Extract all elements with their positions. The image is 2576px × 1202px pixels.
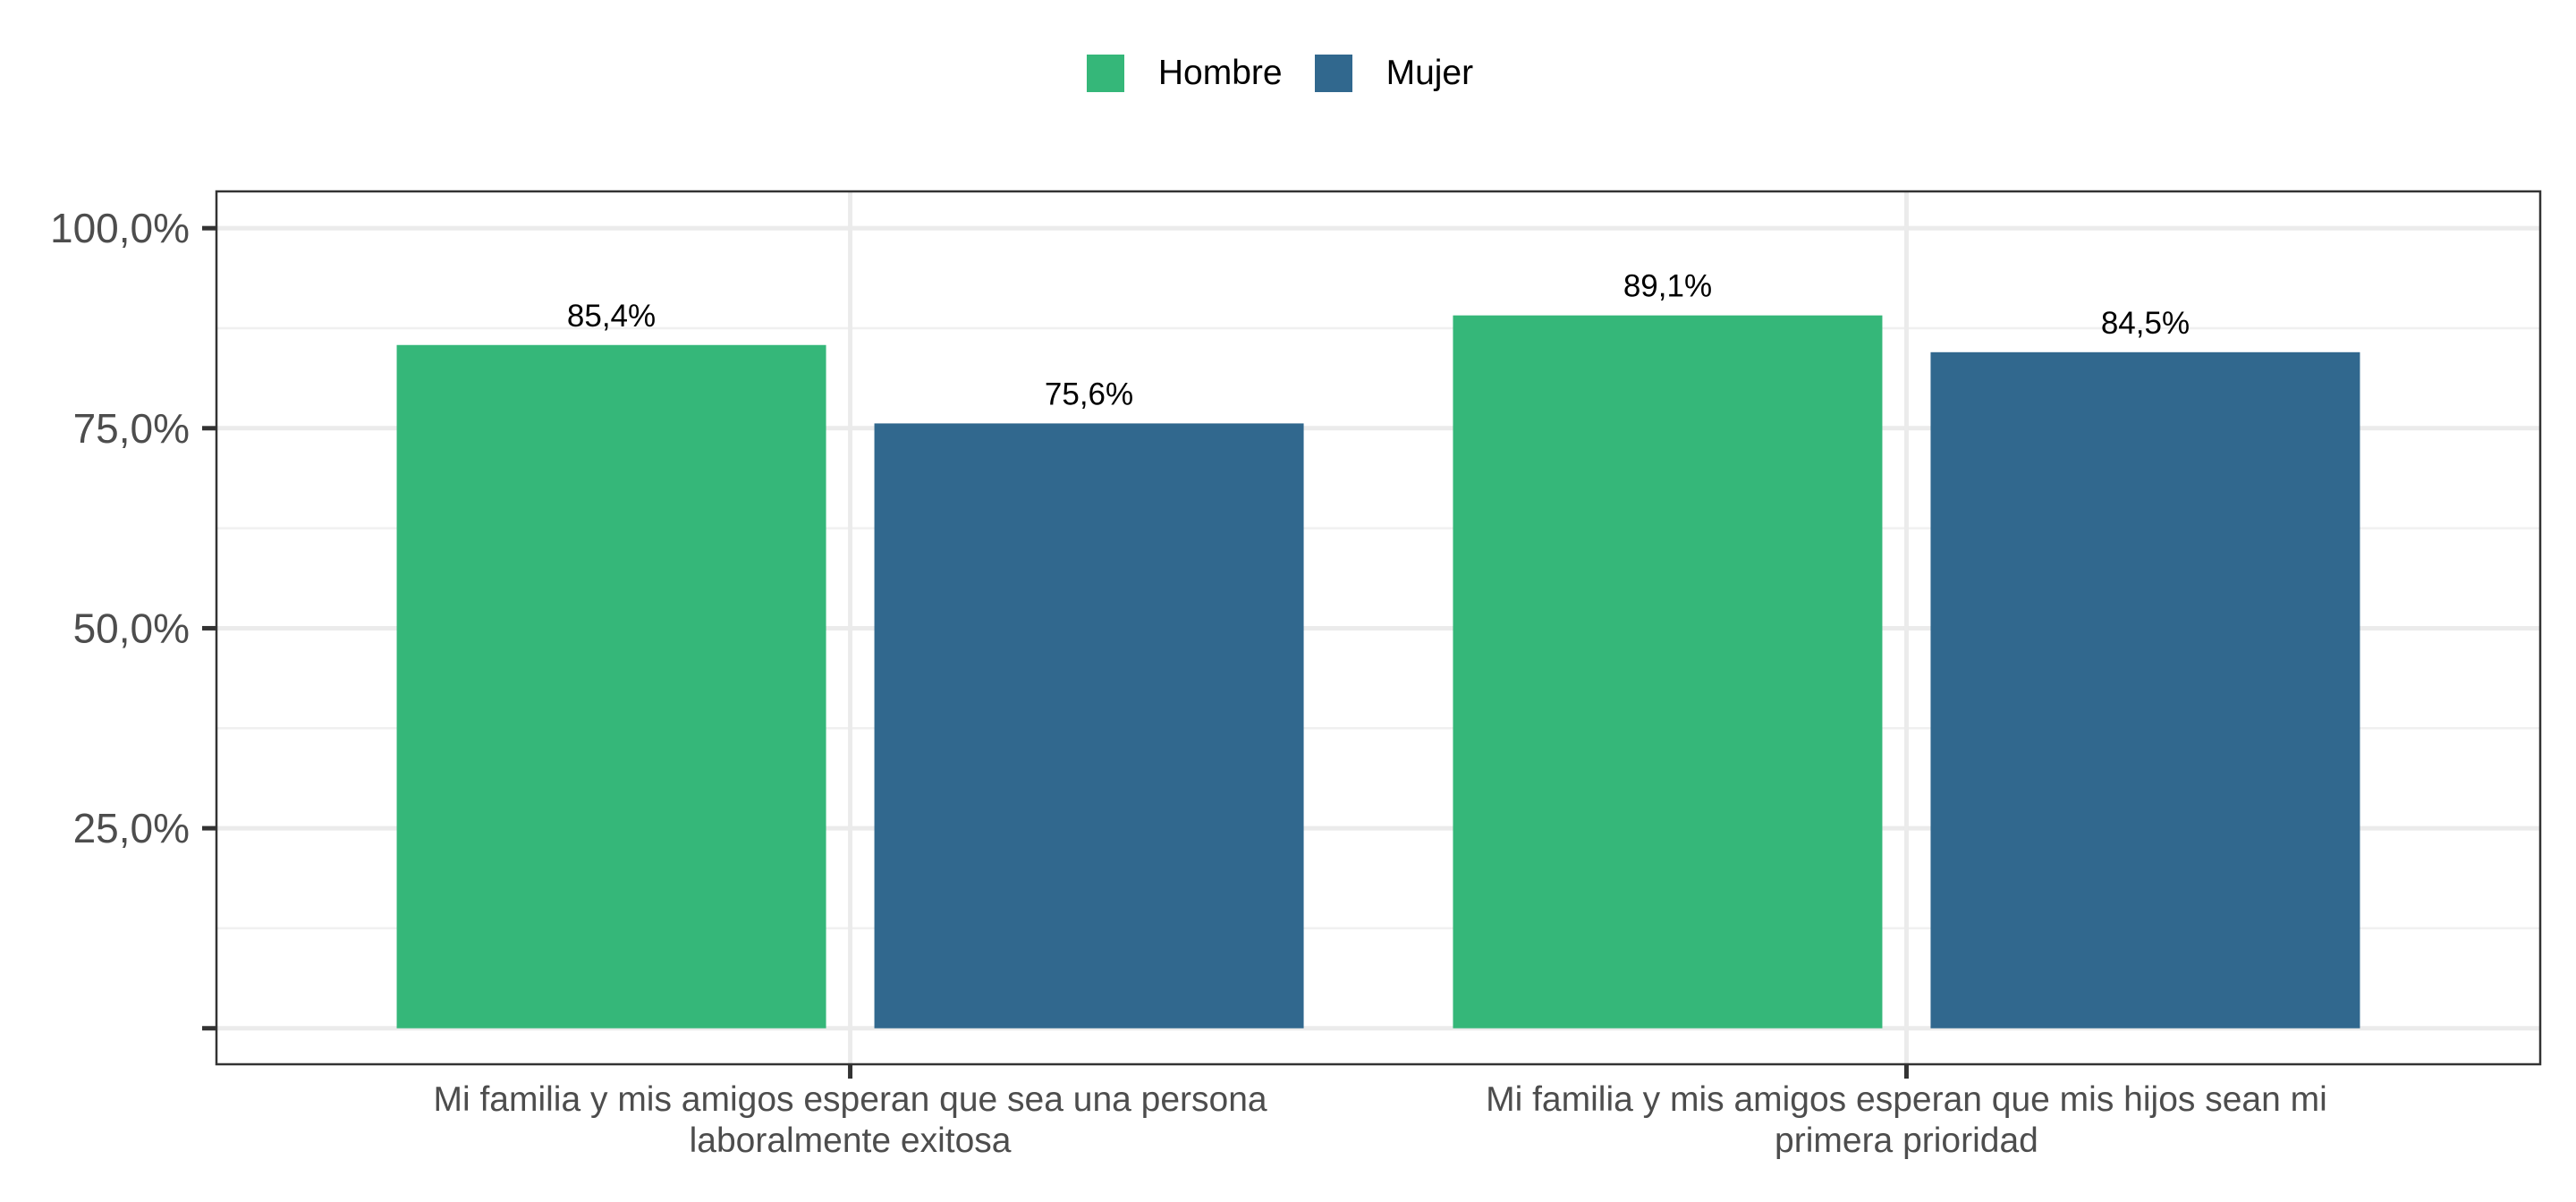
x-tick-label: Mi familia y mis amigos esperan que mis … <box>1486 1080 2327 1119</box>
y-tick-label: 75,0% <box>73 405 190 452</box>
bar-mujer-1 <box>874 423 1304 1028</box>
legend: Hombre Mujer <box>0 47 2576 100</box>
legend-item-mujer: Mujer <box>1314 54 1474 93</box>
x-tick-label: Mi familia y mis amigos esperan que sea … <box>433 1080 1267 1119</box>
bar-value-label: 89,1% <box>1623 269 1712 304</box>
y-tick-label: 50,0% <box>73 605 190 651</box>
bar-hombre-2 <box>1453 315 1883 1028</box>
x-axis: Mi familia y mis amigos esperan que sea … <box>433 1064 2327 1160</box>
legend-swatch-hombre <box>1086 55 1124 92</box>
legend-label-hombre: Hombre <box>1157 54 1283 92</box>
bar-value-label: 85,4% <box>567 299 656 334</box>
legend-item-hombre: Hombre <box>1086 54 1283 93</box>
bars <box>396 315 2360 1028</box>
y-axis: 25,0% 50,0% 75,0% 100,0% <box>50 205 216 1031</box>
legend-swatch-mujer <box>1314 55 1352 92</box>
y-tick-label: 100,0% <box>50 205 190 251</box>
y-tick-label: 25,0% <box>73 805 190 851</box>
bar-hombre-1 <box>396 344 826 1028</box>
x-tick-label: laboralmente exitosa <box>690 1122 1012 1160</box>
bar-mujer-2 <box>1930 351 2360 1028</box>
legend-label-mujer: Mujer <box>1385 54 1474 92</box>
bar-value-label: 84,5% <box>2101 306 2190 341</box>
bar-value-label: 75,6% <box>1045 377 1133 411</box>
x-tick-label: primera prioridad <box>1775 1122 2038 1160</box>
bar-labels: 85,4% 75,6% 89,1% 84,5% <box>567 269 2190 412</box>
